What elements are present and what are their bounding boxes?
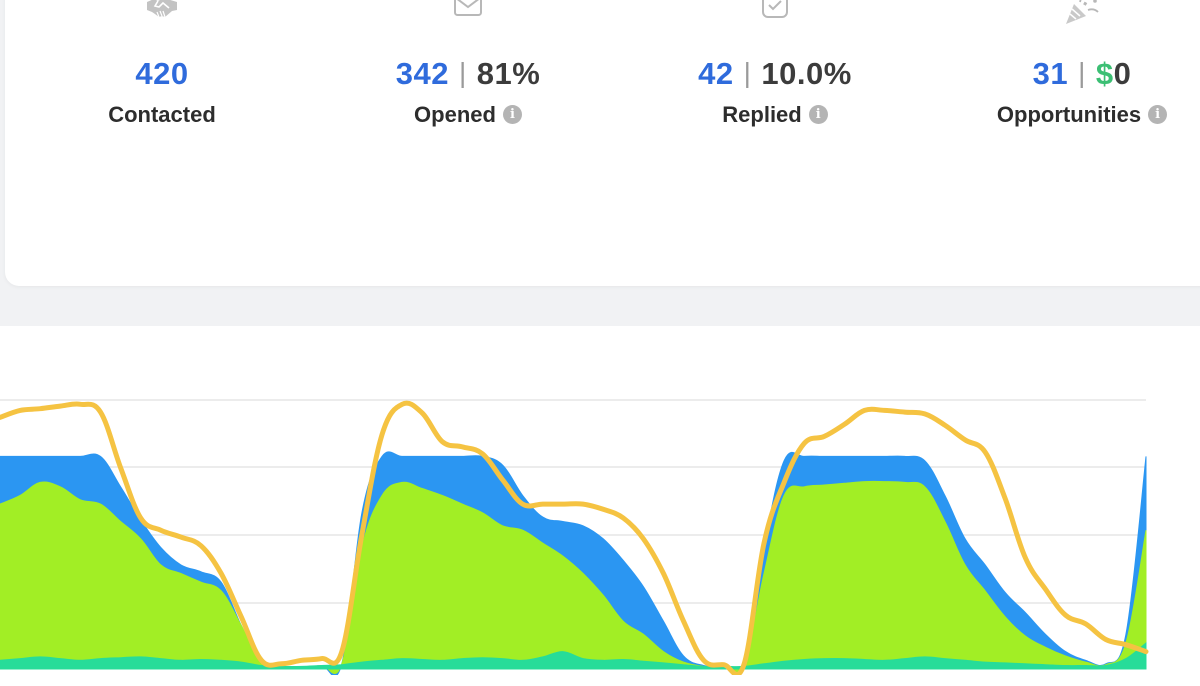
opened-values: 342 | 81% bbox=[318, 54, 618, 95]
replied-label: Replied i bbox=[625, 100, 925, 130]
chart-card bbox=[0, 326, 1200, 686]
party-popper-icon bbox=[1066, 0, 1099, 24]
opportunities-count: 31 bbox=[1032, 56, 1069, 91]
contacted-count: 420 bbox=[135, 56, 189, 91]
stat-replied: 42 | 10.0% Replied i bbox=[625, 0, 925, 140]
opened-label: Opened i bbox=[318, 100, 618, 130]
activity-chart bbox=[0, 399, 1149, 675]
contacted-values: 420 bbox=[12, 54, 312, 94]
opportunities-currency: $ bbox=[1095, 56, 1114, 91]
opportunities-separator: | bbox=[1078, 57, 1086, 88]
replied-separator: | bbox=[743, 57, 752, 88]
stat-contacted: 420 Contacted bbox=[12, 0, 312, 140]
contacted-label-text: Contacted bbox=[108, 102, 216, 127]
opened-label-text: Opened bbox=[414, 102, 496, 127]
handshake-icon bbox=[147, 0, 177, 18]
stats-card: 420 Contacted 342 | 81% Opened i 42 | 10.0% R… bbox=[5, 0, 1200, 286]
opened-separator: | bbox=[458, 57, 467, 88]
opportunities-label-text: Opportunities bbox=[996, 102, 1142, 127]
replied-count: 42 bbox=[698, 56, 734, 91]
opened-series-line bbox=[0, 400, 1149, 675]
opportunities-info-icon[interactable]: i bbox=[1148, 104, 1168, 124]
opportunities-label: Opportunities i bbox=[932, 100, 1200, 130]
opportunities-values: 31 | $0 bbox=[932, 54, 1200, 95]
stat-opened: 342 | 81% Opened i bbox=[318, 0, 618, 140]
replied-percent: 10.0% bbox=[761, 56, 852, 91]
opportunities-series-area bbox=[0, 641, 1147, 670]
envelope-icon bbox=[454, 0, 482, 16]
stat-opportunities: 31 | $0 Opportunities i bbox=[932, 0, 1200, 140]
checkbox-icon bbox=[762, 0, 788, 18]
opened-count: 342 bbox=[395, 56, 449, 91]
replied-label-text: Replied bbox=[722, 102, 802, 127]
opened-percent: 81% bbox=[476, 56, 541, 91]
opportunities-amount: 0 bbox=[1113, 56, 1132, 91]
contacted-label: Contacted bbox=[12, 100, 312, 130]
opened-info-icon[interactable]: i bbox=[502, 104, 522, 124]
replied-values: 42 | 10.0% bbox=[625, 54, 925, 95]
replied-info-icon[interactable]: i bbox=[808, 104, 828, 124]
replied-series-area bbox=[0, 480, 1147, 675]
